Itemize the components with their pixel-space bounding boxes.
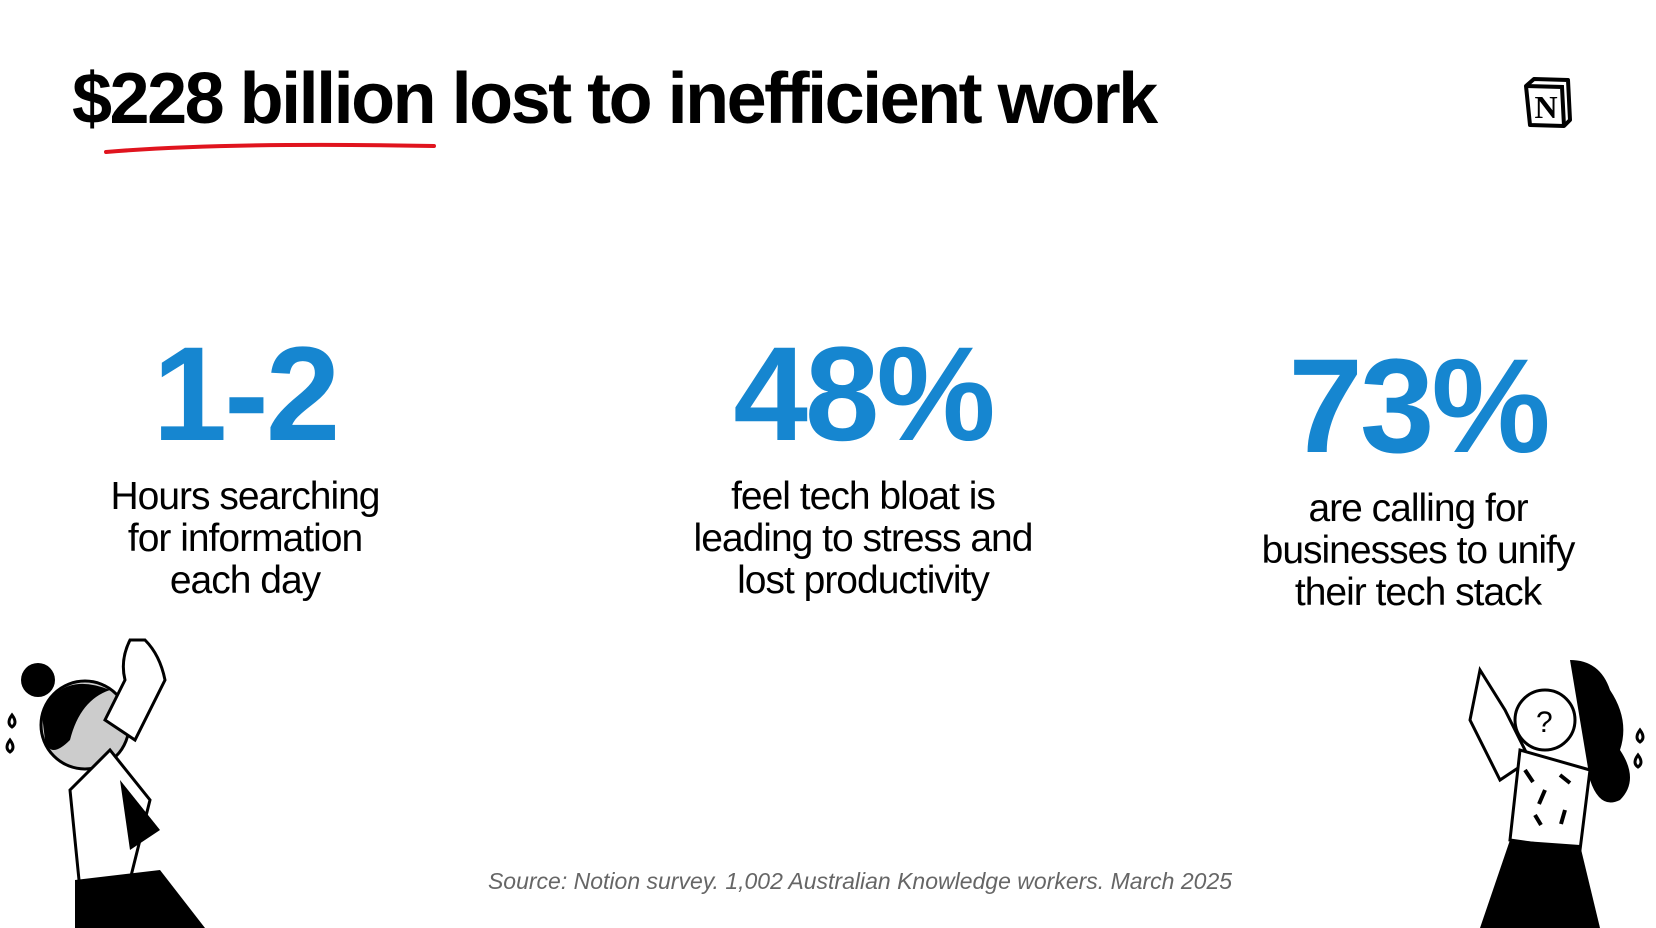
source-note: Source: Notion survey. 1,002 Australian …	[487, 868, 1233, 894]
desc-line: for information	[127, 517, 363, 560]
desc-line: businesses to unify	[1261, 529, 1576, 572]
stat-hours: 1-2 Hours searching for information each…	[5, 328, 485, 602]
stat-description: Hours searching for information each day	[5, 476, 485, 602]
desc-line: leading to stress and	[693, 517, 1034, 560]
stat-value: 1-2	[152, 320, 341, 469]
stressed-person-right-illustration: ?	[1468, 660, 1645, 928]
desc-line: each day	[169, 559, 321, 602]
svg-text:N: N	[1534, 89, 1557, 125]
red-underline	[104, 142, 436, 154]
stat-value: 73%	[1288, 332, 1550, 481]
stat-value: 48%	[733, 320, 995, 469]
notion-logo-icon: N	[1524, 77, 1572, 128]
stressed-person-left-illustration	[5, 638, 205, 928]
stat-unify: 73% are calling for businesses to unify …	[1178, 340, 1656, 614]
stat-tech-bloat: 48% feel tech bloat is leading to stress…	[623, 328, 1103, 602]
desc-line: feel tech bloat is	[731, 475, 996, 518]
slide-title: $228 billion lost to inefficient work	[72, 59, 1158, 139]
desc-line: their tech stack	[1294, 571, 1542, 614]
desc-line: lost productivity	[737, 559, 990, 602]
desc-line: are calling for	[1308, 487, 1528, 530]
svg-text:?: ?	[1536, 706, 1553, 739]
stat-description: feel tech bloat is leading to stress and…	[623, 476, 1103, 602]
desc-line: Hours searching	[110, 475, 381, 518]
stat-description: are calling for businesses to unify thei…	[1178, 488, 1656, 614]
